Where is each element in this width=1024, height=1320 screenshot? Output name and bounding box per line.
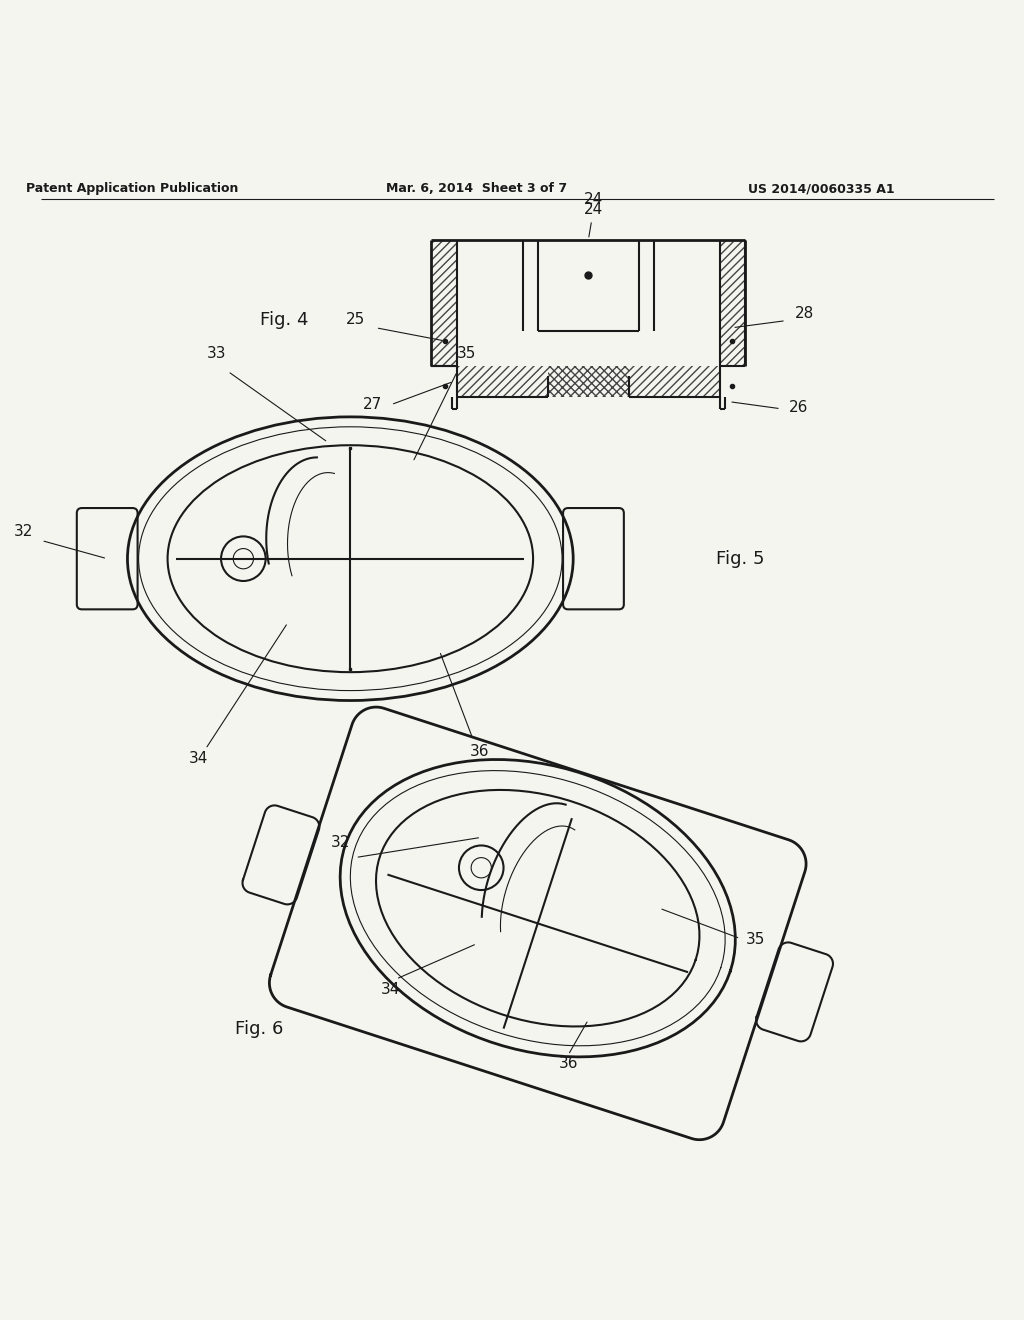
Bar — [629, 366, 720, 396]
Text: 25: 25 — [346, 312, 365, 326]
Text: Fig. 4: Fig. 4 — [260, 310, 308, 329]
Text: 34: 34 — [381, 982, 400, 998]
Text: 35: 35 — [745, 932, 765, 946]
Text: 24: 24 — [584, 202, 603, 236]
Text: 36: 36 — [558, 1056, 578, 1072]
Text: 36: 36 — [470, 744, 489, 759]
Bar — [457, 366, 548, 396]
Text: 24: 24 — [584, 193, 603, 207]
Bar — [431, 240, 457, 366]
Text: Fig. 6: Fig. 6 — [234, 1020, 284, 1038]
Text: 35: 35 — [457, 346, 476, 362]
Text: Mar. 6, 2014  Sheet 3 of 7: Mar. 6, 2014 Sheet 3 of 7 — [386, 182, 567, 195]
Bar — [548, 366, 629, 396]
Text: US 2014/0060335 A1: US 2014/0060335 A1 — [749, 182, 895, 195]
Text: 27: 27 — [362, 397, 382, 412]
Text: 32: 32 — [331, 836, 350, 850]
Text: Patent Application Publication: Patent Application Publication — [27, 182, 239, 195]
Text: 26: 26 — [788, 400, 808, 414]
Text: 34: 34 — [189, 751, 209, 767]
Text: Fig. 5: Fig. 5 — [716, 549, 765, 568]
Text: 28: 28 — [795, 306, 814, 321]
Bar — [720, 240, 745, 366]
Text: 33: 33 — [207, 346, 226, 362]
Text: 32: 32 — [13, 524, 33, 540]
